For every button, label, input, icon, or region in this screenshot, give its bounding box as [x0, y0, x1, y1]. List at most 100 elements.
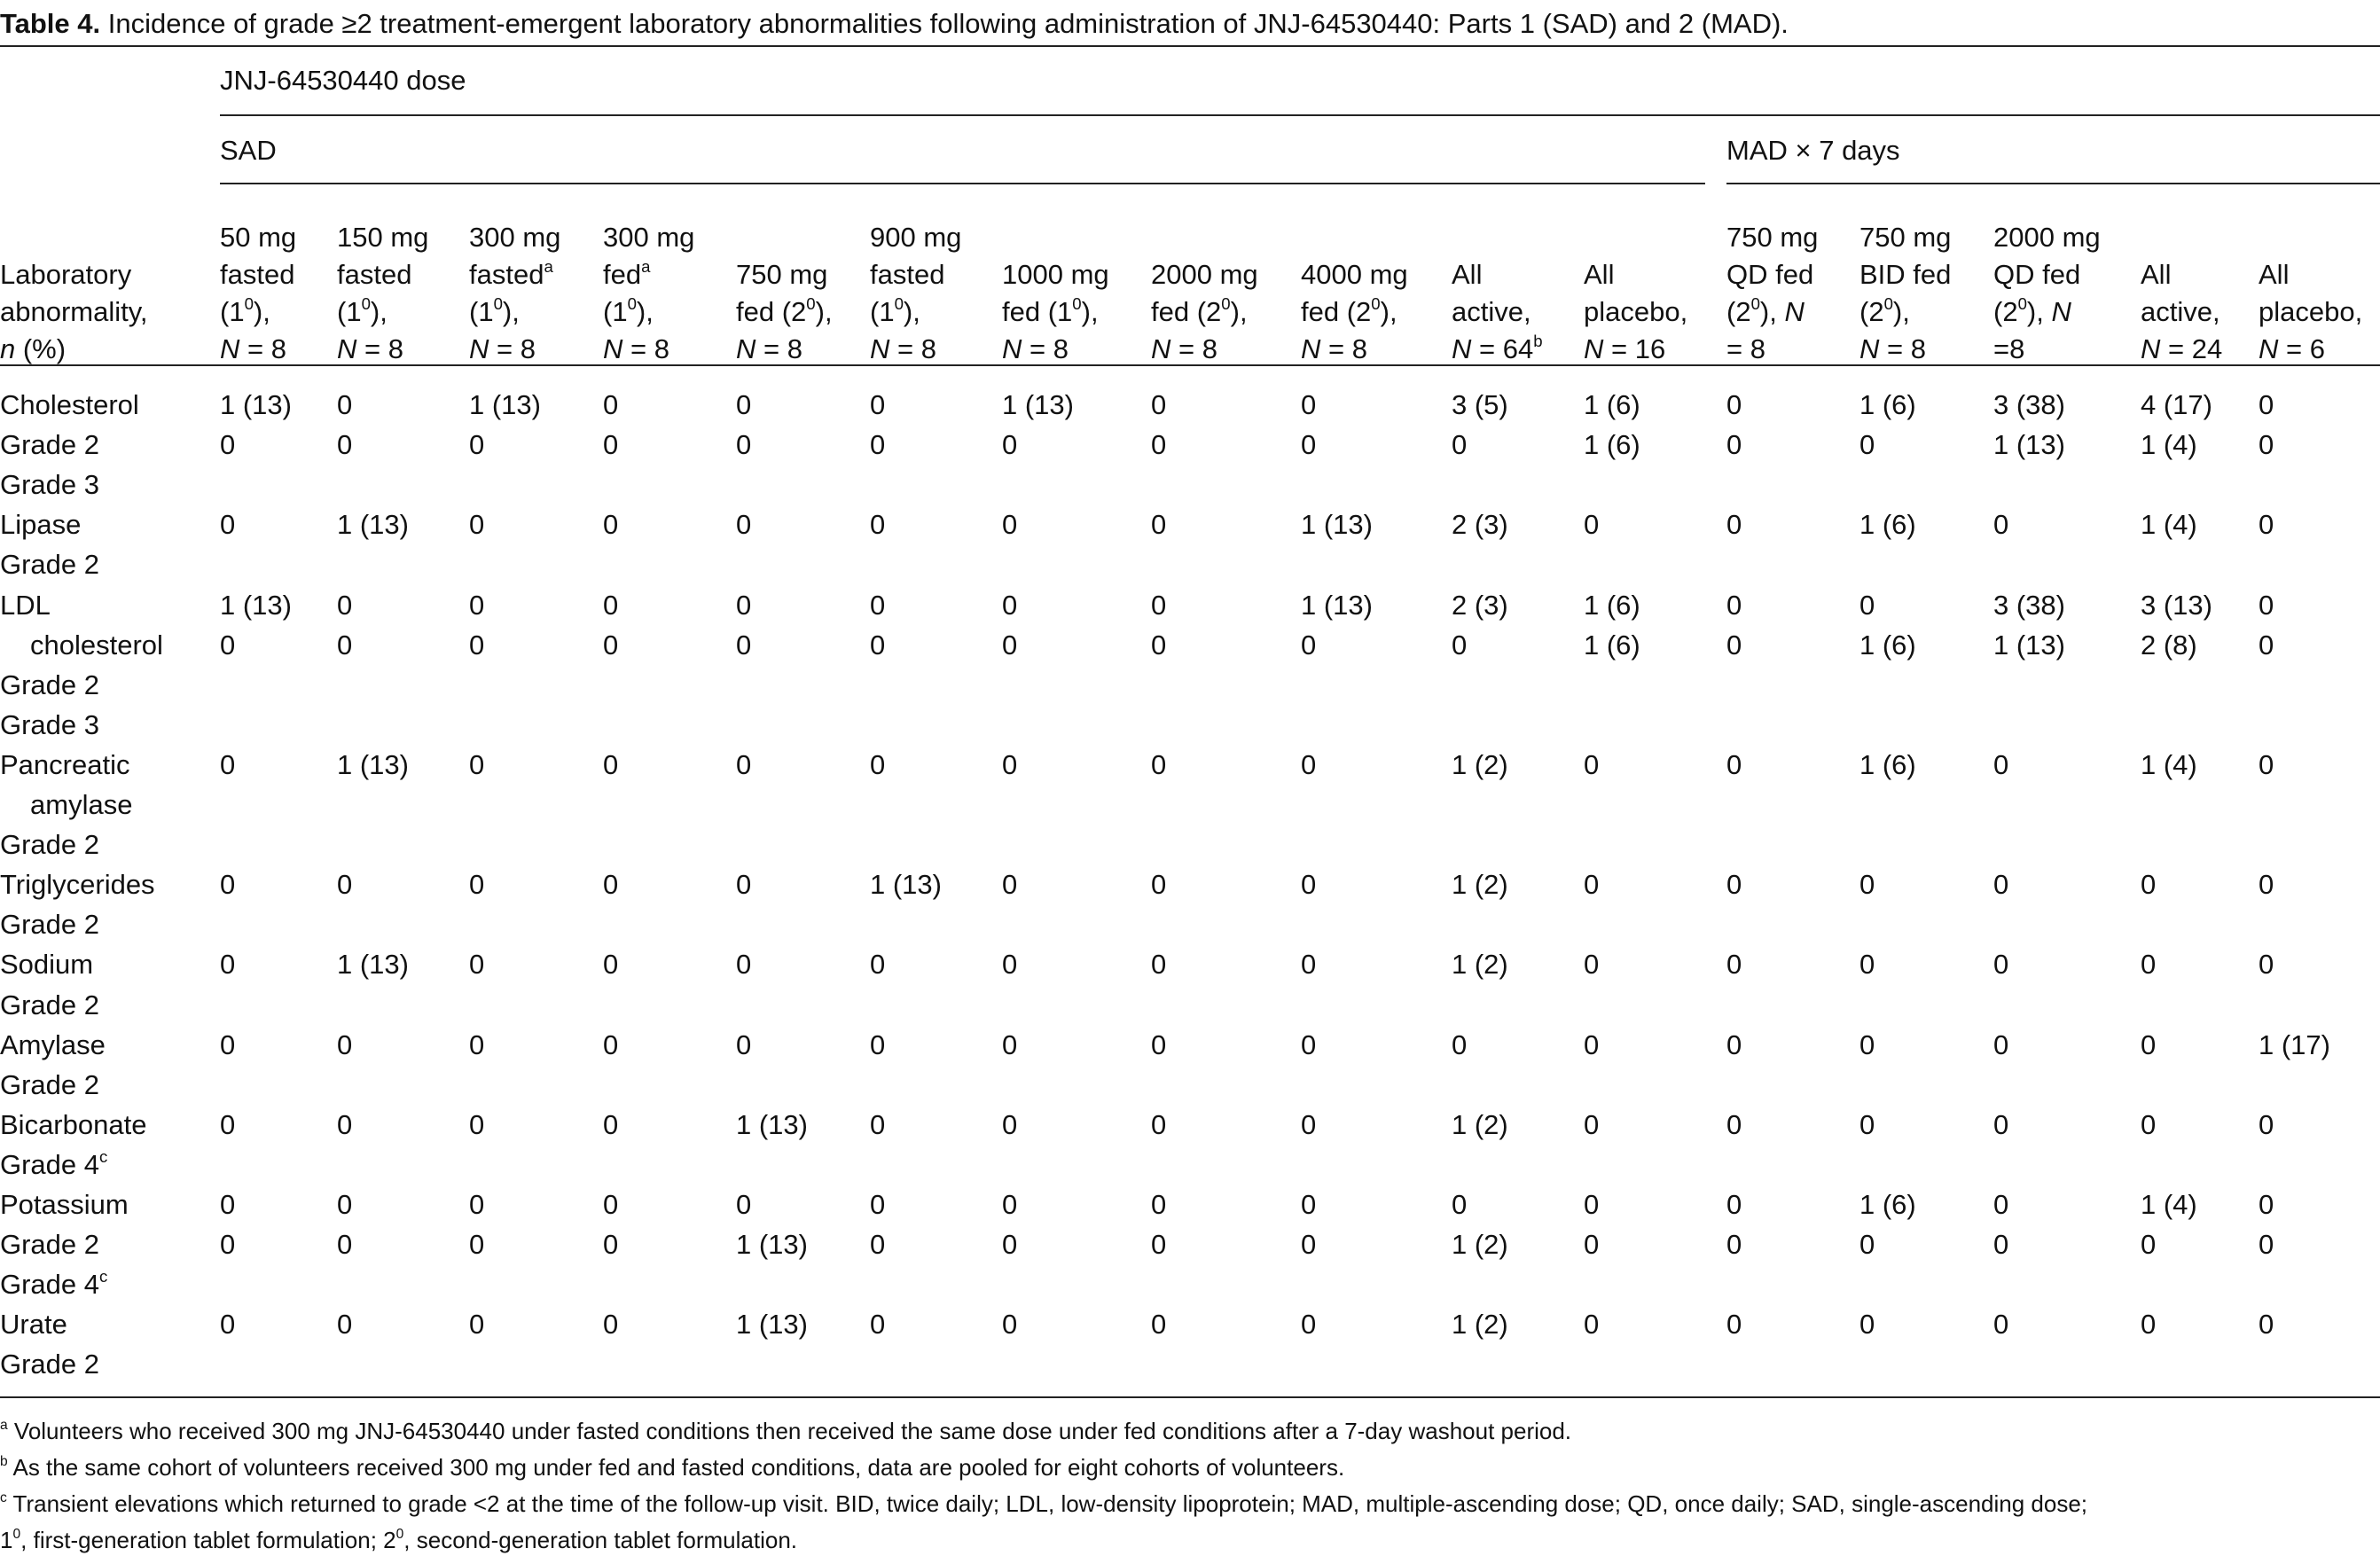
cell: 0	[870, 1229, 886, 1261]
text: Grade 2	[0, 549, 100, 581]
superscript: 0	[361, 293, 371, 313]
text: = 8	[1320, 333, 1367, 364]
row-label: Lipase	[0, 506, 81, 543]
text: fed (1	[1002, 296, 1073, 327]
sad-header: SAD	[220, 135, 277, 166]
italic: N	[1584, 333, 1604, 364]
row-label: Grade 2	[0, 426, 99, 464]
mad-header: MAD × 7 days	[1726, 135, 1900, 166]
row-label: Cholesterol	[0, 387, 139, 424]
cell: 0	[1993, 1229, 2009, 1261]
cell: 0	[603, 389, 619, 420]
cell: 0	[1726, 1028, 1742, 1060]
cell: 1 (13)	[220, 589, 292, 621]
row-label: Grade 2	[0, 1067, 99, 1104]
footnote: c Transient elevations which returned to…	[0, 1488, 2087, 1520]
cell: 0	[1301, 429, 1317, 461]
cell: 1 (2)	[1452, 949, 1508, 981]
italic: N	[1452, 333, 1472, 364]
cell: 0	[1151, 1229, 1167, 1261]
column-header: All active, N = 64b	[1452, 256, 1584, 368]
column-header: 150 mg fasted (10), N = 8	[337, 219, 469, 368]
text: All	[2259, 259, 2290, 290]
cell: 1 (6)	[1859, 389, 1916, 420]
cell: 0	[1002, 629, 1018, 661]
cell: 0	[220, 509, 236, 541]
header-line: (20),	[1859, 293, 1993, 331]
cell: 0	[469, 748, 485, 780]
cell: 0	[1002, 1309, 1018, 1341]
cell: 0	[337, 589, 353, 621]
cell: 0	[1301, 1309, 1317, 1341]
text: BID fed	[1859, 259, 1952, 290]
row-label: LDL	[0, 587, 51, 624]
text: Grade 4	[0, 1148, 100, 1180]
text: Sodium	[0, 949, 94, 981]
cell: 0	[736, 629, 752, 661]
cell: 0	[603, 748, 619, 780]
cell: 0	[1151, 429, 1167, 461]
cell: 0	[1993, 1309, 2009, 1341]
rule	[220, 183, 1705, 184]
superscript: c	[99, 1146, 108, 1166]
cell: 0	[2141, 1108, 2157, 1140]
cell: 4 (17)	[2141, 389, 2212, 420]
text: = 24	[2160, 333, 2223, 364]
text: Lipase	[0, 509, 82, 541]
cell: 0	[2259, 389, 2274, 420]
header-line: N = 8	[337, 331, 469, 368]
text: All	[1452, 259, 1483, 290]
italic: N	[1859, 333, 1880, 364]
cell: 0	[1452, 429, 1468, 461]
cell: 1 (6)	[1859, 748, 1916, 780]
row-label: Grade 3	[0, 466, 99, 504]
header-line: 1000 mg	[1002, 256, 1151, 293]
header-line: N = 8	[870, 331, 1002, 368]
cell: 0	[1993, 949, 2009, 981]
text: (2	[1993, 296, 2018, 327]
header-line: 750 mg	[736, 256, 870, 293]
cell: 1 (2)	[1452, 1229, 1508, 1261]
text: ),	[1892, 296, 1910, 327]
text: = 8	[1879, 333, 1926, 364]
cell: 2 (8)	[2141, 629, 2197, 661]
cell: 0	[2259, 1108, 2274, 1140]
text: = 64	[1471, 333, 1534, 364]
text: =8	[1993, 333, 2025, 364]
cell: 0	[337, 1229, 353, 1261]
text: Volunteers who received 300 mg JNJ-64530…	[7, 1418, 1572, 1444]
cell: 0	[1993, 869, 2009, 901]
cell: 0	[1151, 509, 1167, 541]
rule	[0, 45, 2380, 47]
text: Grade 2	[0, 1349, 100, 1380]
row-label: Potassium	[0, 1186, 129, 1224]
cell: 0	[1002, 1108, 1018, 1140]
text: Laboratory	[0, 259, 132, 290]
text: fed (2	[736, 296, 807, 327]
group-header: JNJ-64530440 dose	[220, 65, 466, 96]
footnote: 10, first-generation tablet formulation;…	[0, 1524, 797, 1556]
text: fasted	[337, 259, 412, 290]
cell: 0	[736, 869, 752, 901]
column-header: All active, N = 24	[2141, 256, 2259, 368]
cell: 0	[1452, 1189, 1468, 1220]
cell: 0	[220, 1108, 236, 1140]
header-line: (10),	[469, 293, 603, 331]
cell: 0	[870, 1028, 886, 1060]
superscript: a	[544, 256, 553, 276]
header-line: All	[1452, 256, 1584, 293]
superscript: 0	[244, 293, 254, 313]
text: Bicarbonate	[0, 1108, 147, 1140]
cell: 0	[603, 1028, 619, 1060]
italic: N	[1002, 333, 1022, 364]
cell: 0	[1452, 1028, 1468, 1060]
header-line: 300 mg	[603, 219, 736, 256]
cell: 0	[469, 509, 485, 541]
cell: 0	[220, 1189, 236, 1220]
cell: 1 (13)	[736, 1229, 808, 1261]
italic: N	[1301, 333, 1321, 364]
text: , second-generation tablet formulation.	[403, 1527, 798, 1553]
cell: 0	[1726, 1229, 1742, 1261]
header-line: fed (20),	[1151, 293, 1301, 331]
header-line: (10),	[603, 293, 736, 331]
